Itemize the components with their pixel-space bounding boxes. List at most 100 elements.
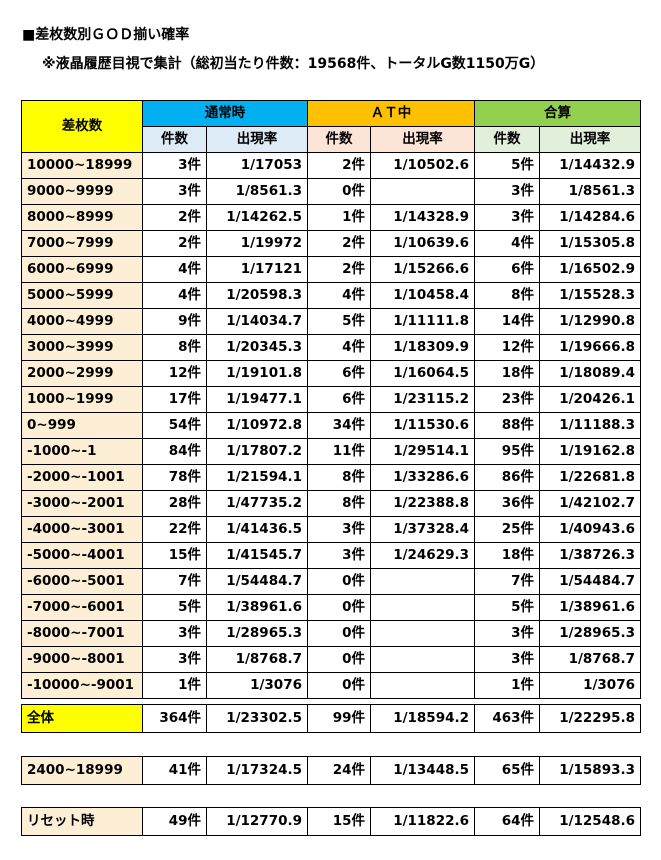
count-cell: 3件 <box>307 516 371 543</box>
rate-cell: 1/3076 <box>206 672 308 699</box>
page-title: ■差枚数別ＧＯＤ揃い確率 <box>22 27 190 43</box>
row-label: 8000~8999 <box>21 204 143 231</box>
row-label: 1000~1999 <box>21 386 143 413</box>
probability-table: 差枚数 通常時 ＡＴ中 合算 件数 出現率 件数 出現率 件数 出現率 1000… <box>21 100 641 699</box>
rate-cell: 1/14262.5 <box>206 204 308 231</box>
table-row: -7000~-6001 5件 1/38961.6 0件 5件 1/38961.6 <box>21 594 641 621</box>
rate-cell <box>370 620 475 647</box>
count-cell: 3件 <box>474 178 540 205</box>
rate-cell: 1/11530.6 <box>370 412 475 439</box>
table-row: -10000~-9001 1件 1/3076 0件 1件 1/3076 <box>21 672 641 699</box>
summary-range-cell: 1/17324.5 <box>206 756 308 785</box>
summary-reset-label: リセット時 <box>21 807 143 836</box>
rate-cell: 1/12990.8 <box>539 308 641 335</box>
row-label: -4000~-3001 <box>21 516 143 543</box>
count-cell: 9件 <box>142 308 207 335</box>
group-header-row: 差枚数 通常時 ＡＴ中 合算 <box>21 100 641 153</box>
rate-cell <box>370 568 475 595</box>
table-row: -1000~-1 84件 1/17807.2 11件 1/29514.1 95件 1/191… <box>21 438 641 465</box>
row-label: 3000~3999 <box>21 334 143 361</box>
table-row: -4000~-3001 22件 1/41436.5 3件 1/37328.4 25件 1/4… <box>21 516 641 543</box>
summary-all-table: 全体 364件 1/23302.5 99件 1/18594.2 463件 1/2… <box>21 704 641 733</box>
count-cell: 18件 <box>474 360 540 387</box>
row-label: -6000~-5001 <box>21 568 143 595</box>
count-cell: 2件 <box>142 204 207 231</box>
rate-cell: 1/47735.2 <box>206 490 308 517</box>
summary-reset-cell: 64件 <box>474 807 540 836</box>
summary-range-cell: 1/13448.5 <box>370 756 475 785</box>
rate-cell: 1/28965.3 <box>539 620 641 647</box>
rate-cell: 1/19972 <box>206 230 308 257</box>
summary-range-cell: 1/15893.3 <box>539 756 641 785</box>
row-label: 6000~6999 <box>21 256 143 283</box>
rate-cell <box>370 672 475 699</box>
count-cell: 2件 <box>142 230 207 257</box>
rate-cell: 1/16502.9 <box>539 256 641 283</box>
corner-header: 差枚数 <box>21 100 143 153</box>
summary-all-row: 全体 364件 1/23302.5 99件 1/18594.2 463件 1/2… <box>21 704 641 733</box>
count-cell: 86件 <box>474 464 540 491</box>
count-cell: 0件 <box>307 672 371 699</box>
count-cell: 4件 <box>142 256 207 283</box>
rate-cell: 1/41545.7 <box>206 542 308 569</box>
rate-cell <box>370 594 475 621</box>
summary-all-cell: 1/18594.2 <box>370 704 475 733</box>
rate-cell: 1/19666.8 <box>539 334 641 361</box>
summary-range-table: 2400~18999 41件 1/17324.5 24件 1/13448.5 6… <box>21 756 641 785</box>
table-row: -8000~-7001 3件 1/28965.3 0件 3件 1/28965.3 <box>21 620 641 647</box>
count-cell: 1件 <box>307 204 371 231</box>
rate-cell: 1/22388.8 <box>370 490 475 517</box>
count-cell: 11件 <box>307 438 371 465</box>
count-cell: 1件 <box>474 672 540 699</box>
rate-cell: 1/20426.1 <box>539 386 641 413</box>
row-label: 10000~18999 <box>21 152 143 179</box>
summary-range-cell: 41件 <box>142 756 207 785</box>
rate-cell: 1/8768.7 <box>539 646 641 673</box>
sub-header-normal-count: 件数 <box>142 126 207 153</box>
rate-cell: 1/10639.6 <box>370 230 475 257</box>
summary-reset-cell: 15件 <box>307 807 371 836</box>
count-cell: 78件 <box>142 464 207 491</box>
row-label: 4000~4999 <box>21 308 143 335</box>
table-row: 1000~1999 17件 1/19477.1 6件 1/23115.2 23件 1/204… <box>21 386 641 413</box>
rate-cell: 1/38961.6 <box>206 594 308 621</box>
count-cell: 7件 <box>142 568 207 595</box>
summary-reset-table: リセット時 49件 1/12770.9 15件 1/11822.6 64件 1/… <box>21 807 641 836</box>
group-header-at: ＡＴ中 <box>307 100 475 127</box>
count-cell: 3件 <box>142 620 207 647</box>
rate-cell: 1/19162.8 <box>539 438 641 465</box>
rate-cell: 1/40943.6 <box>539 516 641 543</box>
table-row: 4000~4999 9件 1/14034.7 5件 1/11111.8 14件 1/1299… <box>21 308 641 335</box>
rate-cell: 1/17053 <box>206 152 308 179</box>
rate-cell: 1/3076 <box>539 672 641 699</box>
count-cell: 84件 <box>142 438 207 465</box>
rate-cell: 1/38961.6 <box>539 594 641 621</box>
summary-all-label: 全体 <box>21 704 143 733</box>
count-cell: 25件 <box>474 516 540 543</box>
count-cell: 17件 <box>142 386 207 413</box>
row-label: -3000~-2001 <box>21 490 143 517</box>
count-cell: 0件 <box>307 646 371 673</box>
summary-range-label: 2400~18999 <box>21 756 143 785</box>
count-cell: 34件 <box>307 412 371 439</box>
count-cell: 5件 <box>142 594 207 621</box>
count-cell: 1件 <box>142 672 207 699</box>
count-cell: 7件 <box>474 568 540 595</box>
count-cell: 88件 <box>474 412 540 439</box>
rate-cell: 1/21594.1 <box>206 464 308 491</box>
row-label: -7000~-6001 <box>21 594 143 621</box>
table-row: 7000~7999 2件 1/19972 2件 1/10639.6 4件 1/15305.8 <box>21 230 641 257</box>
count-cell: 8件 <box>307 490 371 517</box>
rate-cell: 1/10502.6 <box>370 152 475 179</box>
table-row: -6000~-5001 7件 1/54484.7 0件 7件 1/54484.7 <box>21 568 641 595</box>
row-label: -10000~-9001 <box>21 672 143 699</box>
rate-cell: 1/11188.3 <box>539 412 641 439</box>
rate-cell: 1/8768.7 <box>206 646 308 673</box>
sub-header-at-rate: 出現率 <box>370 126 475 153</box>
sub-header-total-count: 件数 <box>474 126 540 153</box>
rate-cell: 1/28965.3 <box>206 620 308 647</box>
table-row: -9000~-8001 3件 1/8768.7 0件 3件 1/8768.7 <box>21 646 641 673</box>
rate-cell: 1/20345.3 <box>206 334 308 361</box>
count-cell: 6件 <box>474 256 540 283</box>
table-row: 9000~9999 3件 1/8561.3 0件 3件 1/8561.3 <box>21 178 641 205</box>
